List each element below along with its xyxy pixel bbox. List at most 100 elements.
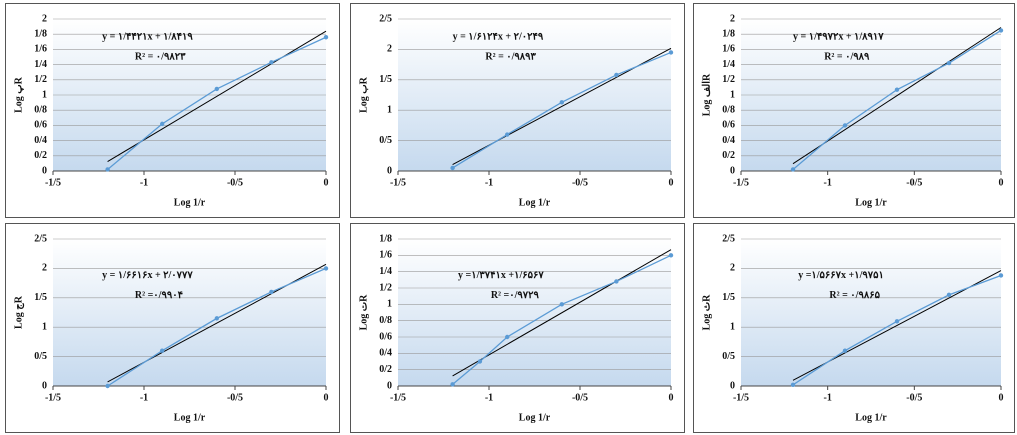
plot-area xyxy=(53,239,326,386)
x-tick-label: 0 xyxy=(999,177,1004,188)
x-tick-label: -1/5 xyxy=(733,392,749,403)
data-point xyxy=(269,289,274,295)
x-tick-label: -1/5 xyxy=(390,177,406,188)
y-tick-label: 2 xyxy=(387,44,392,55)
x-axis-label: Log 1/r xyxy=(174,412,206,423)
y-tick-label: 1 xyxy=(42,89,47,100)
x-tick-label: -1 xyxy=(823,392,831,403)
data-point xyxy=(842,348,848,353)
equation: y = ۱/۴۹۷۲x + ۱/۸۹۱۷ xyxy=(793,32,884,43)
y-tick-label: 1/8 xyxy=(34,28,47,39)
x-tick-label: -1/5 xyxy=(45,177,61,188)
chart-panel: 0 0/2 0/4 0/6 0/8 1 1/2 1/4 1/6 1/8 2 -1/5 -1 -0/5 0 y … xyxy=(693,3,1015,218)
data-point xyxy=(450,382,455,387)
x-tick-label: -1/5 xyxy=(733,177,749,188)
x-axis-label: Log 1/r xyxy=(519,412,551,423)
data-point xyxy=(894,87,900,92)
x-tick-label: -0/5 xyxy=(572,177,588,188)
plot-area xyxy=(398,19,671,171)
x-tick-label: -1/5 xyxy=(390,392,406,403)
y-tick-label: 0 xyxy=(387,165,392,176)
y-tick-label: 2 xyxy=(730,263,735,274)
equation: y = ۱/۴۴۲۱x + ۱/۸۴۱۹ xyxy=(102,32,193,43)
data-point xyxy=(505,334,510,340)
equation: y =۱/۵۶۶۷x +۱/۹۷۵۱ xyxy=(798,270,884,281)
data-point xyxy=(946,60,952,66)
data-point xyxy=(160,121,165,127)
data-point xyxy=(790,167,796,172)
y-tick-label: 0/2 xyxy=(722,150,735,161)
y-tick-label: 0 xyxy=(42,165,47,176)
y-tick-label: 1/4 xyxy=(34,59,47,70)
x-axis-label: Log 1/r xyxy=(855,412,887,423)
y-axis-label: Log الفR xyxy=(701,73,712,116)
y-tick-label: 2/5 xyxy=(34,233,47,244)
y-tick-label: 1 xyxy=(730,321,735,332)
chart-panel: 0 0/5 1 1/5 2 2/5 -1/5 -1 -0/5 0 y = ۱/۶۱۲۴x + ۲/۰… xyxy=(350,3,685,218)
chart-panel: 0 0/5 1 1/5 2 2/5 -1/5 -1 -0/5 0 y = ۱/۶۶۱۶x + ۲/۰… xyxy=(5,223,340,433)
r-squared: R² = ۰/۹۸۲۳ xyxy=(135,52,186,63)
data-point xyxy=(214,86,219,92)
y-tick-label: 1/5 xyxy=(722,292,735,303)
x-tick-label: 0 xyxy=(669,392,674,403)
trendline xyxy=(792,27,1002,165)
y-tick-label: 1/6 xyxy=(722,44,735,55)
y-tick-label: 1/8 xyxy=(722,28,735,39)
y-tick-label: 1/2 xyxy=(34,74,47,85)
data-point xyxy=(323,35,329,40)
y-tick-label: 0/8 xyxy=(379,315,392,326)
x-tick-label: -1 xyxy=(485,392,493,403)
chart-panel: 0 0/2 0/4 0/6 0/8 1 1/2 1/4 1/6 1/8 2 -1/5 -1 -0/5 0 y … xyxy=(5,3,340,218)
y-tick-label: 2 xyxy=(42,13,47,24)
r-squared: R² = ۰/۹۸۹۳ xyxy=(485,52,536,63)
y-tick-label: 0 xyxy=(730,380,735,391)
data-point xyxy=(894,319,900,324)
y-tick-label: 0/4 xyxy=(379,348,392,359)
y-tick-label: 0/4 xyxy=(34,135,47,146)
equation: y =۱/۳۷۴۱x +۱/۶۵۶۷ xyxy=(458,270,544,281)
data-point xyxy=(214,316,219,321)
y-tick-label: 1 xyxy=(730,89,735,100)
equation: y = ۱/۶۶۱۶x + ۲/۰۷۷۷ xyxy=(102,270,193,281)
y-axis-label: Log پR xyxy=(13,76,24,113)
data-point xyxy=(323,266,329,271)
data-point xyxy=(946,292,952,298)
y-tick-label: 2/5 xyxy=(722,233,735,244)
x-tick-label: -1 xyxy=(140,392,148,403)
data-point xyxy=(450,165,455,171)
y-tick-label: 0 xyxy=(730,165,735,176)
x-tick-label: 0 xyxy=(324,177,329,188)
y-tick-label: 0/2 xyxy=(379,364,392,375)
y-tick-label: 0/4 xyxy=(722,135,735,146)
y-tick-label: 2/5 xyxy=(379,13,392,24)
data-point xyxy=(668,50,674,55)
data-point xyxy=(998,28,1004,33)
y-tick-label: 0/6 xyxy=(34,120,47,131)
y-tick-label: 1/2 xyxy=(722,74,735,85)
x-tick-label: -0/5 xyxy=(227,392,243,403)
data-point xyxy=(105,383,110,389)
y-axis-label: Log تR xyxy=(358,294,369,331)
x-tick-label: -1 xyxy=(485,177,493,188)
r-squared: R² =۰/۹۹۰۴ xyxy=(135,290,183,301)
plot-area xyxy=(398,239,671,386)
x-tick-label: -0/5 xyxy=(227,177,243,188)
r-squared: R² =۰/۹۷۲۹ xyxy=(491,290,540,301)
data-point xyxy=(842,123,848,128)
data-point xyxy=(998,273,1004,278)
y-tick-label: 0/5 xyxy=(379,135,392,146)
x-tick-label: -1 xyxy=(823,177,831,188)
y-axis-label: Log ثR xyxy=(701,294,712,331)
data-line xyxy=(452,254,672,385)
data-point xyxy=(614,279,619,284)
y-tick-label: 2 xyxy=(730,13,735,24)
y-tick-label: 0/5 xyxy=(34,351,47,362)
data-point xyxy=(269,60,274,65)
x-tick-label: 0 xyxy=(324,392,329,403)
y-tick-label: 0 xyxy=(42,380,47,391)
r-squared: R² = ۰/۹۸۹ xyxy=(824,52,870,63)
y-tick-label: 1 xyxy=(387,104,392,115)
x-tick-label: -0/5 xyxy=(906,177,922,188)
data-point xyxy=(790,382,796,388)
